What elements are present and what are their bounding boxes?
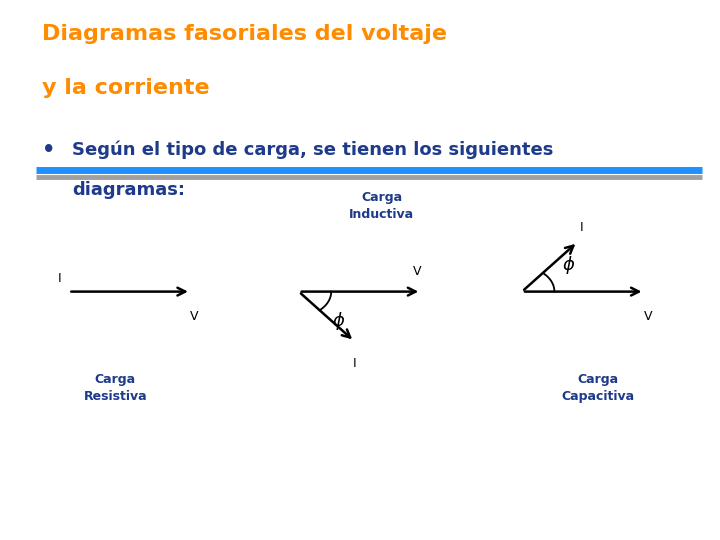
Text: Carga
Inductiva: Carga Inductiva — [349, 191, 414, 221]
Text: •: • — [42, 140, 55, 160]
Text: diagramas:: diagramas: — [72, 181, 185, 199]
Text: V: V — [413, 265, 422, 278]
Text: $\phi$: $\phi$ — [562, 254, 575, 275]
Text: I: I — [58, 272, 61, 285]
Text: $\phi$: $\phi$ — [332, 310, 345, 332]
Text: V: V — [644, 310, 652, 323]
Text: Según el tipo de carga, se tienen los siguientes: Según el tipo de carga, se tienen los si… — [72, 140, 554, 159]
Text: Carga
Resistiva: Carga Resistiva — [84, 373, 147, 403]
Text: I: I — [353, 357, 356, 370]
Text: Carga
Capacitiva: Carga Capacitiva — [561, 373, 634, 403]
Text: V: V — [190, 310, 199, 323]
Text: y la corriente: y la corriente — [42, 78, 210, 98]
Text: I: I — [580, 221, 583, 234]
Text: Diagramas fasoriales del voltaje: Diagramas fasoriales del voltaje — [42, 24, 446, 44]
